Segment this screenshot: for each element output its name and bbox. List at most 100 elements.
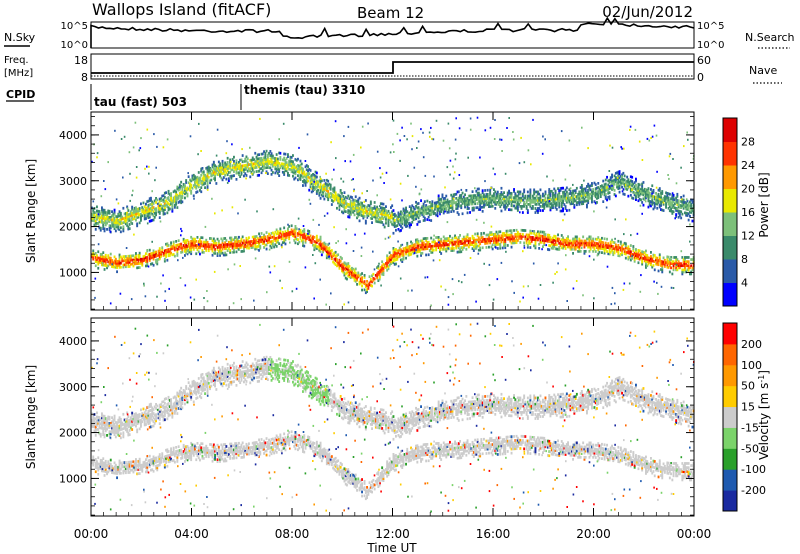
power-cell — [215, 171, 218, 175]
power-cell — [609, 176, 612, 179]
power-cell — [313, 248, 316, 252]
power-cell — [398, 255, 401, 258]
power-cell — [200, 236, 203, 239]
power-cell — [597, 248, 600, 252]
power-cell — [441, 193, 444, 197]
power-cell — [496, 238, 499, 242]
power-cell — [246, 161, 249, 165]
power-cell — [287, 155, 289, 158]
power-cell — [357, 204, 360, 208]
power-cell — [677, 266, 680, 270]
power-cell — [155, 261, 157, 264]
power-cell — [489, 205, 492, 208]
power-cell — [293, 228, 296, 232]
power-cell — [534, 236, 537, 239]
power-cell — [270, 242, 273, 245]
power-cell — [573, 237, 576, 241]
power-cell — [665, 191, 667, 195]
power-cell — [135, 254, 137, 257]
power-cell — [314, 262, 317, 265]
power-cell — [441, 207, 444, 211]
power-cell — [248, 169, 250, 173]
power-cell — [255, 241, 258, 244]
power-cell — [519, 190, 522, 194]
power-cell — [259, 157, 262, 160]
power-cell — [629, 258, 632, 262]
power-cell — [118, 228, 121, 231]
power-cell — [675, 209, 678, 212]
power-cell — [442, 239, 445, 243]
power-cell — [253, 241, 255, 245]
power-cell — [514, 196, 517, 200]
power-cell — [216, 173, 219, 176]
power-cell — [547, 204, 549, 208]
nsearch-tick-bottom: 10^0 — [697, 40, 724, 51]
power-cell — [499, 230, 502, 234]
power-cell — [423, 210, 426, 214]
power-cell — [428, 245, 431, 248]
power-cell — [379, 268, 382, 271]
power-cell — [650, 257, 652, 260]
power-cell — [381, 214, 384, 218]
power-cell — [175, 246, 178, 249]
power-cell — [681, 200, 684, 204]
power-cell — [578, 241, 581, 245]
power-cell — [549, 192, 552, 195]
power-cell — [162, 194, 165, 197]
power-cell — [271, 160, 274, 164]
power-cell — [349, 208, 352, 211]
power-cell — [235, 244, 238, 247]
power-cell — [408, 223, 411, 227]
power-cell — [543, 203, 546, 206]
power-cell — [490, 245, 493, 249]
power-cell — [495, 200, 498, 204]
power-cell — [498, 203, 500, 206]
power-cell — [594, 189, 597, 192]
power-cell — [347, 262, 350, 265]
power-cell — [530, 240, 533, 243]
power-cell — [529, 188, 532, 192]
power-cell — [121, 259, 124, 263]
power-cell — [510, 196, 513, 199]
power-cell — [624, 252, 627, 256]
power-cell — [241, 241, 244, 245]
power-cell — [454, 236, 456, 240]
power-cell — [146, 206, 149, 210]
power-cell — [231, 164, 234, 167]
power-cell — [472, 208, 475, 212]
power-cell — [547, 196, 549, 200]
power-cell — [402, 215, 405, 219]
power-cell — [461, 240, 464, 243]
power-cell — [387, 220, 390, 223]
power-cell — [190, 235, 193, 239]
power-cell — [578, 237, 581, 241]
power-cell — [653, 268, 656, 272]
power-cell — [506, 199, 509, 203]
power-cell — [148, 209, 151, 213]
power-cell — [334, 250, 337, 254]
power-cell — [656, 256, 659, 260]
power-cell — [632, 190, 635, 194]
power-cell — [445, 243, 448, 247]
power-cell — [474, 243, 477, 246]
power-cell — [456, 207, 459, 210]
power-cell — [221, 251, 224, 255]
power-cell — [101, 220, 103, 224]
power-cell — [254, 235, 257, 238]
power-cell — [172, 246, 175, 250]
power-cell — [155, 254, 157, 258]
power-cell — [528, 203, 531, 206]
power-cell — [420, 188, 423, 191]
power-cell — [304, 266, 307, 269]
power-cell — [457, 200, 460, 204]
power-cell — [214, 241, 216, 245]
power-cell — [436, 201, 439, 204]
power-cell — [558, 246, 561, 249]
power-cell — [145, 211, 147, 214]
power-cell — [381, 210, 384, 214]
power-cell — [371, 274, 373, 278]
power-cell — [323, 247, 326, 251]
power-cell — [244, 157, 247, 161]
power-cell — [687, 256, 690, 259]
power-cell — [298, 177, 301, 180]
